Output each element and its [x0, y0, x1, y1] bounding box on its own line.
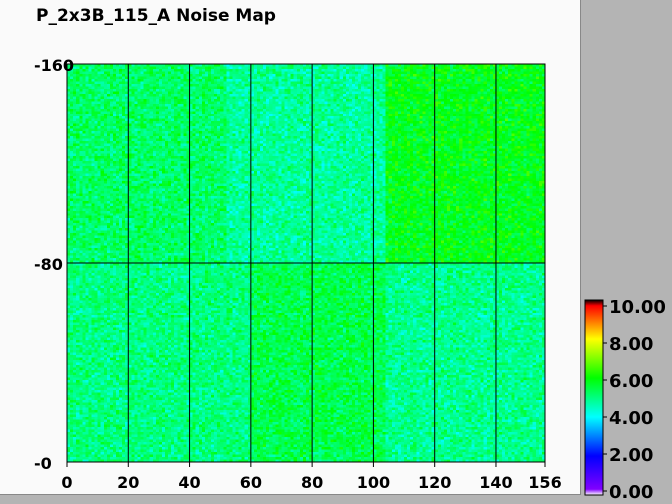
colorbar-tick-label: 2.00: [609, 445, 653, 466]
chart-panel: P_2x3B_115_A Noise Map 0 20 40 60 80 100 120 14…: [0, 0, 581, 495]
y-tick-label: -0: [34, 454, 52, 473]
x-tick-label: 120: [418, 473, 451, 492]
colorbar-tick-label: 6.00: [609, 371, 653, 392]
colorbar-gradient: [584, 299, 604, 496]
colorbar-tick-label: 0.00: [609, 482, 653, 503]
x-tick-label: 80: [301, 473, 323, 492]
x-tick-label: 140: [479, 473, 512, 492]
colorbar-tick-label: 8.00: [609, 334, 653, 355]
chart-axes: 0 20 40 60 80 100 120 140 156 -0 -80 -160: [34, 56, 562, 492]
colorbar-tick-label: 4.00: [609, 408, 653, 429]
y-tick-label: -80: [34, 255, 63, 274]
x-tick-label: 100: [357, 473, 390, 492]
x-tick-label: 40: [178, 473, 200, 492]
x-tick-label: 20: [117, 473, 139, 492]
x-tick-label: 0: [61, 473, 72, 492]
colorbar-tick-label: 10.00: [609, 297, 666, 318]
x-tick-label: 60: [240, 473, 262, 492]
y-tick-label: -160: [34, 56, 74, 75]
x-tick-label: 156: [528, 473, 561, 492]
chart-title: P_2x3B_115_A Noise Map: [36, 6, 276, 26]
